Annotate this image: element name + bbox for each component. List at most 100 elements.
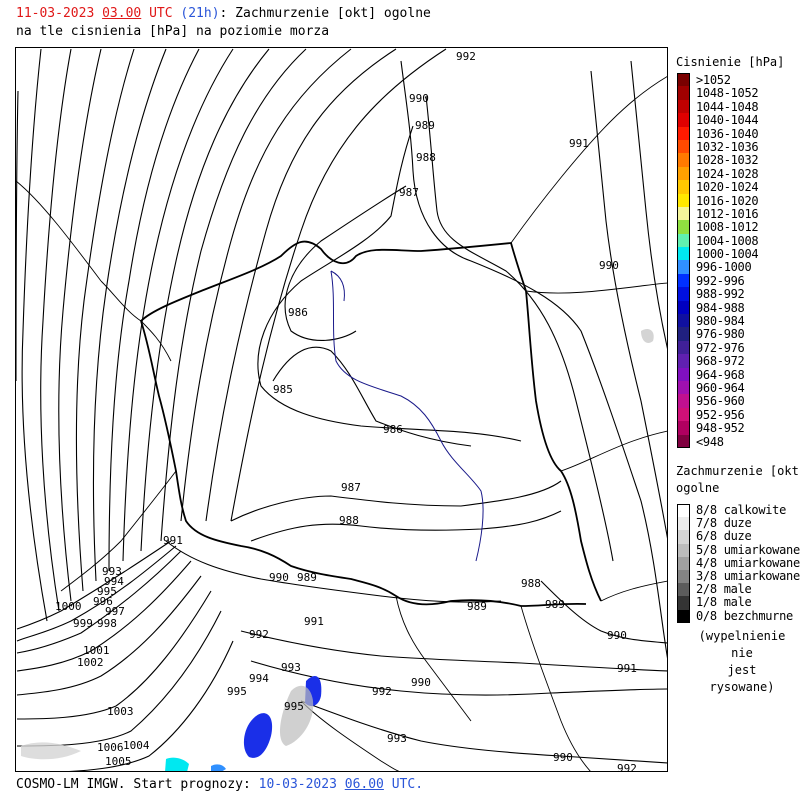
isobar-label: 994 [104, 575, 124, 588]
pressure-legend-label: 1004-1008 [696, 233, 759, 248]
cloud-legend: 8/8 calkowite 7/8 duze 6/8 duze 5/8 umiarko… [676, 504, 800, 623]
cloud-swatch [677, 569, 690, 584]
isobar-label: 989 [415, 119, 435, 132]
forecast-hour: 03.00 [102, 6, 142, 21]
isobar-label: 996 [93, 595, 113, 608]
pressure-legend-row: 960-964 [676, 380, 800, 395]
isobar-label: 990 [607, 629, 627, 642]
cloud-swatch [677, 556, 690, 570]
note-line2: jest rysowane) [709, 663, 775, 694]
pressure-legend-label: 1028-1032 [696, 153, 759, 168]
isobar-label: 990 [409, 92, 429, 105]
pressure-legend-label: 960-964 [696, 380, 745, 395]
pressure-swatch [677, 327, 690, 341]
isobar-label: 995 [284, 700, 304, 713]
footer-start-date: 10-03-2023 [258, 777, 337, 792]
map-footer: COSMO-LM IMGW. Start prognozy: 10-03-202… [16, 777, 423, 792]
lead-time: (21h) [180, 6, 220, 21]
isobar-label: 1002 [77, 656, 104, 669]
pressure-swatch [677, 421, 690, 435]
footer-tz: UTC. [391, 777, 424, 792]
pressure-legend-items: >1052 1048-1052 1044-1048 1040-1044 1036-104… [676, 73, 800, 448]
pressure-legend-row: 1028-1032 [676, 153, 800, 168]
cloud-legend-row: 3/8 umiarkowane [676, 568, 800, 584]
cloud-swatch [677, 609, 690, 623]
pressure-swatch [677, 193, 690, 207]
pressure-legend-row: 948-952 [676, 421, 800, 436]
isobar-label: 988 [339, 514, 359, 527]
low-pressure-fill [21, 329, 654, 771]
cloud-legend-label: 3/8 umiarkowane [696, 568, 800, 583]
pressure-legend-label: 948-952 [696, 421, 745, 436]
isobar-label: 1000 [55, 600, 82, 613]
cloud-legend-label: 1/8 male [696, 595, 752, 610]
isobar-label: 993 [387, 732, 407, 745]
isobar-label: 986 [288, 306, 308, 319]
pressure-legend-label: 1020-1024 [696, 180, 759, 195]
pressure-legend-row: 1032-1036 [676, 139, 800, 154]
cloud-legend-row: 2/8 male [676, 582, 800, 597]
isobar-label: 992 [372, 685, 392, 698]
isobar-label: 987 [399, 186, 419, 199]
pressure-legend-row: 1016-1020 [676, 193, 800, 207]
title-text: : Zachmurzenie [okt] ogolne [219, 6, 431, 21]
cloud-swatch [677, 517, 690, 531]
isobar-label: 990 [599, 259, 619, 272]
pressure-legend-label: 992-996 [696, 273, 745, 288]
isobars [16, 48, 667, 771]
pressure-legend-row: 976-980 [676, 327, 800, 341]
isobar-label: 989 [545, 598, 565, 611]
isobar-label: 990 [553, 751, 573, 764]
pressure-swatch [677, 314, 690, 328]
isobar-label: 989 [467, 600, 487, 613]
cloud-legend-note: (wypelnienie nie jest rysowane) [692, 628, 792, 696]
isobar-label: 991 [304, 615, 324, 628]
pressure-legend-label: 968-972 [696, 354, 745, 369]
pressure-legend-row: 968-972 [676, 354, 800, 369]
cloud-legend-label: 0/8 bezchmurne [696, 608, 793, 623]
forecast-tz: UTC [149, 6, 173, 21]
pressure-legend: Cisnienie [hPa] >1052 1048-1052 1044-1048 1… [676, 55, 800, 448]
pressure-swatch [677, 233, 690, 248]
isobar-label: 993 [102, 565, 122, 578]
pressure-swatch [677, 407, 690, 422]
cloud-legend-label: 5/8 umiarkowane [696, 542, 800, 557]
pressure-legend-label: 1032-1036 [696, 139, 759, 154]
pressure-legend-label: 1008-1012 [696, 220, 759, 235]
isobar-label: 991 [163, 534, 183, 547]
note-line1: (wypelnienie nie [698, 629, 786, 660]
forecast-date: 11-03-2023 [16, 6, 95, 21]
pressure-swatch [677, 260, 690, 274]
pressure-swatch [677, 273, 690, 288]
cloud-legend-row: 1/8 male [676, 595, 800, 610]
pressure-legend-row: 1000-1004 [676, 247, 800, 262]
pressure-swatch [677, 354, 690, 368]
isobar-label: 992 [249, 628, 269, 641]
pressure-swatch [677, 367, 690, 381]
pressure-legend-row: 964-968 [676, 367, 800, 381]
pressure-swatch [677, 153, 690, 167]
isobar-label: 998 [97, 617, 117, 630]
pressure-legend-row: 1024-1028 [676, 166, 800, 181]
pressure-legend-label: >1052 [696, 73, 731, 87]
cloud-legend-label: 4/8 umiarkowane [696, 555, 800, 570]
pressure-swatch [677, 380, 690, 395]
pressure-legend-label: 1000-1004 [696, 247, 759, 262]
isobar-label: 989 [297, 571, 317, 584]
footer-start-hour: 06.00 [344, 777, 384, 792]
pressure-legend-label: 980-984 [696, 314, 745, 329]
cloud-legend-row: 6/8 duze [676, 530, 800, 544]
cloud-legend-label: 2/8 male [696, 582, 752, 597]
cloud-legend-row: 0/8 bezchmurne [676, 608, 800, 623]
isobar-label: 987 [341, 481, 361, 494]
isobar-label: 992 [456, 50, 476, 63]
pressure-swatch [677, 86, 690, 100]
pressure-swatch [677, 220, 690, 234]
pressure-swatch [677, 126, 690, 140]
isobar-label: 990 [411, 676, 431, 689]
isobar-label: 985 [273, 383, 293, 396]
pressure-legend-row: 1048-1052 [676, 86, 800, 100]
pressure-legend-label: 996-1000 [696, 260, 752, 275]
isobar-label: 988 [416, 151, 436, 164]
isobar-label: 994 [249, 672, 269, 685]
